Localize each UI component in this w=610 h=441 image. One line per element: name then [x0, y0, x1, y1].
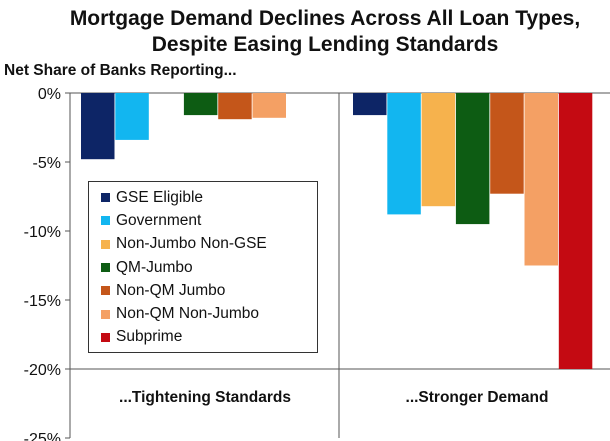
- category-label-tightening: ...Tightening Standards: [119, 389, 291, 406]
- y-tick-label: -5%: [33, 155, 61, 172]
- bar: [387, 93, 421, 215]
- y-axis: 0% -5% -10% -15% -20% -25%: [24, 86, 70, 441]
- legend-label: QM-Jumbo: [116, 258, 193, 276]
- legend-item-non-qm-jumbo: Non-QM Jumbo: [101, 279, 317, 302]
- legend-label: Non-QM Jumbo: [116, 281, 226, 299]
- chart-title: Mortgage Demand Declines Across All Loan…: [69, 7, 581, 56]
- y-tick-label: -10%: [24, 224, 61, 241]
- legend-item-qm-jumbo: QM-Jumbo: [101, 256, 317, 279]
- bar: [421, 93, 456, 207]
- legend-swatch: [101, 332, 110, 342]
- legend-item-government: Government: [101, 209, 317, 232]
- legend-label: Non-QM Non-Jumbo: [116, 305, 259, 323]
- bar: [558, 93, 593, 369]
- bars: [81, 93, 593, 369]
- legend-item-gse-eligible: GSE Eligible: [101, 186, 317, 209]
- y-tick-label: -20%: [24, 362, 61, 379]
- bar: [490, 93, 524, 194]
- legend-swatch: [101, 309, 110, 319]
- bar: [524, 93, 558, 266]
- legend-swatch: [101, 263, 110, 273]
- legend-label: GSE Eligible: [116, 188, 204, 206]
- legend-label: Subprime: [116, 328, 183, 346]
- bar: [252, 93, 286, 118]
- legend-item-subprime: Subprime: [101, 326, 317, 349]
- bar: [455, 93, 490, 225]
- y-tick-label: 0%: [38, 86, 61, 103]
- legend: GSE Eligible Government Non-Jumbo Non-GS…: [88, 181, 318, 353]
- y-tick-label: -25%: [24, 431, 61, 441]
- legend-swatch: [101, 193, 110, 203]
- legend-swatch: [101, 239, 110, 249]
- legend-swatch: [101, 216, 110, 226]
- bar: [115, 93, 149, 140]
- legend-label: Government: [116, 211, 202, 229]
- legend-label: Non-Jumbo Non-GSE: [116, 235, 267, 253]
- chart-subtitle: Net Share of Banks Reporting...: [4, 62, 237, 79]
- category-label-demand: ...Stronger Demand: [405, 389, 549, 406]
- legend-item-non-jumbo-non-gse: Non-Jumbo Non-GSE: [101, 233, 317, 256]
- legend-item-non-qm-non-jumbo: Non-QM Non-Jumbo: [101, 302, 317, 325]
- bar: [183, 93, 218, 116]
- bar: [218, 93, 252, 120]
- y-tick-label: -15%: [24, 293, 61, 310]
- bar: [81, 93, 115, 160]
- legend-swatch: [101, 286, 110, 296]
- bar: [353, 93, 387, 116]
